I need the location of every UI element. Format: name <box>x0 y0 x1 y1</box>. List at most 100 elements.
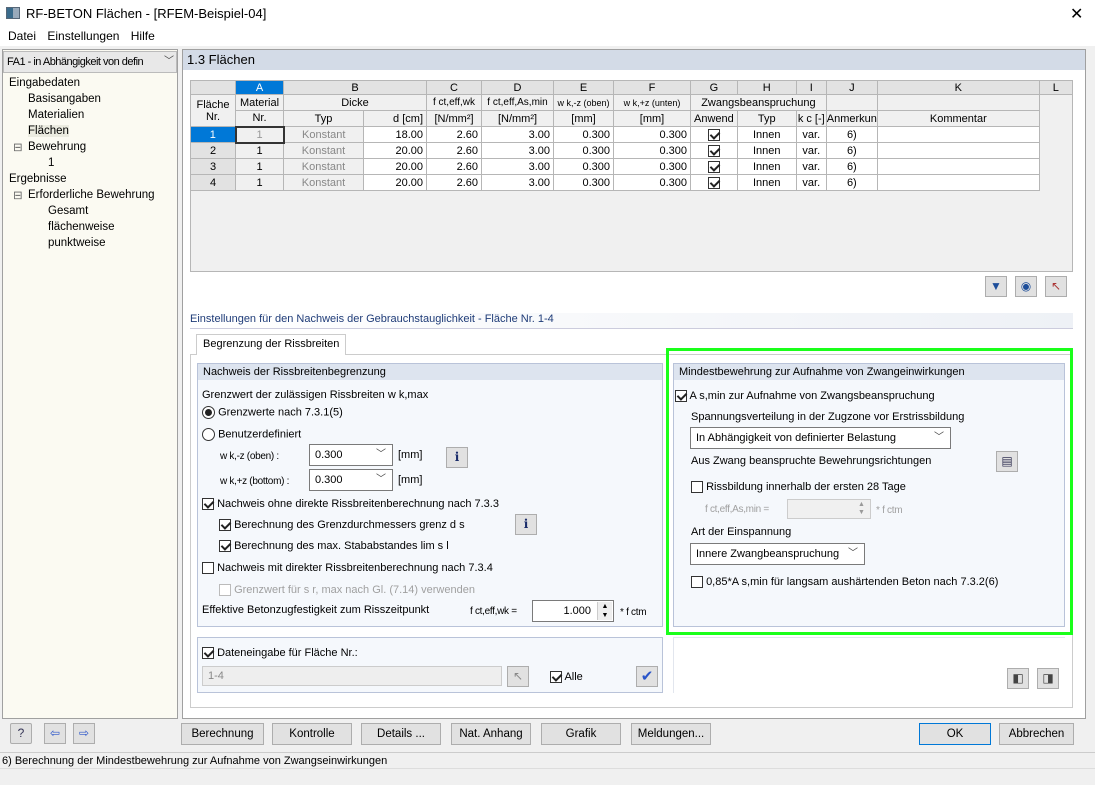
checkbox-icon[interactable] <box>691 576 703 589</box>
fct-eff-wk-cell[interactable]: 2.60 <box>426 158 482 175</box>
d-cell[interactable]: 20.00 <box>363 174 427 191</box>
anwend-cell[interactable] <box>690 158 738 175</box>
fct-eff-asmin-cell[interactable]: 3.00 <box>481 174 554 191</box>
spin-icon[interactable]: ▲ ▼ <box>597 602 612 620</box>
tree-eingabedaten[interactable]: Eingabedaten <box>9 77 80 89</box>
cb-28-tage[interactable]: Rissbildung innerhalb der ersten 28 Tage <box>691 481 906 494</box>
radio-icon[interactable] <box>202 428 215 441</box>
material-cell[interactable]: 1 <box>235 158 284 175</box>
ztyp-cell[interactable]: Innen <box>736 174 797 191</box>
table-row[interactable]: 4 1 Konstant 20.00 2.60 3.00 0.300 0.300 Innen va… <box>190 174 1073 191</box>
info-button[interactable]: i <box>515 514 537 535</box>
checkbox-icon[interactable] <box>707 176 720 189</box>
kommentar-cell[interactable] <box>876 142 1040 159</box>
checkbox-icon[interactable] <box>219 540 231 553</box>
col-letter[interactable]: G <box>690 80 738 95</box>
kc-cell[interactable]: var. <box>795 126 827 143</box>
row-number[interactable]: 2 <box>190 142 236 159</box>
table-row[interactable]: 1 1 Konstant 18.00 2.60 3.00 0.300 0.300 Innen va… <box>190 125 1073 144</box>
apply-check-button[interactable]: ✔ <box>636 666 658 687</box>
kc-cell[interactable]: var. <box>795 158 827 175</box>
help-icon[interactable]: ? <box>10 723 32 744</box>
wk-bottom-select[interactable]: 0.300 ﹀ <box>309 469 393 491</box>
wk-unten-cell[interactable]: 0.300 <box>613 142 691 159</box>
material-cell[interactable]: 1 <box>234 125 285 144</box>
kommentar-cell[interactable] <box>876 126 1040 143</box>
kc-cell[interactable]: var. <box>795 174 827 191</box>
collapse-icon[interactable]: ⊟ <box>13 190 23 202</box>
einspannung-select[interactable]: Innere Zwangbeanspruchung ﹀ <box>690 543 865 565</box>
checkbox-icon[interactable] <box>707 128 720 141</box>
typ-cell[interactable]: Konstant <box>283 142 364 159</box>
anwend-cell[interactable] <box>690 126 738 143</box>
nat-anhang-button[interactable]: Nat. Anhang <box>451 723 531 745</box>
info-button[interactable]: i <box>446 447 468 468</box>
checkbox-icon[interactable] <box>202 562 214 575</box>
d-cell[interactable]: 20.00 <box>363 158 427 175</box>
fct-eff-wk-cell[interactable]: 2.60 <box>426 174 482 191</box>
anwend-cell[interactable] <box>690 142 738 159</box>
fct-eff-asmin-cell[interactable]: 3.00 <box>481 142 554 159</box>
ok-button[interactable]: OK <box>919 723 991 745</box>
berechnung-button[interactable]: Berechnung <box>181 723 264 745</box>
d-cell[interactable]: 20.00 <box>363 142 427 159</box>
menu-hilfe[interactable]: Hilfe <box>130 29 155 43</box>
tree-basisangaben[interactable]: Basisangaben <box>28 93 101 105</box>
export-button[interactable]: ◨ <box>1037 668 1059 689</box>
checkbox-icon[interactable] <box>202 647 214 660</box>
cb-stababstand[interactable]: Berechnung des max. Stababstandes lim s … <box>219 540 449 553</box>
kommentar-cell[interactable] <box>876 158 1040 175</box>
col-letter[interactable]: A <box>235 80 284 95</box>
tree-bewehrung-1[interactable]: 1 <box>48 157 55 169</box>
cb-asmin[interactable]: A s,min zur Aufnahme von Zwangsbeanspruc… <box>675 390 935 403</box>
col-letter[interactable]: L <box>1038 80 1074 95</box>
typ-cell[interactable]: Konstant <box>283 126 364 143</box>
anmerkung-cell[interactable]: 6) <box>825 126 878 143</box>
menu-datei[interactable]: Datei <box>8 29 37 43</box>
radio-benutzerdefiniert[interactable]: Benutzerdefiniert <box>202 428 301 441</box>
checkbox-icon[interactable] <box>675 390 687 403</box>
wk-oben-select[interactable]: 0.300 ﹀ <box>309 444 393 466</box>
tree-materialien[interactable]: Materialien <box>28 109 85 121</box>
checkbox-icon[interactable] <box>707 144 720 157</box>
cb-085-asmin[interactable]: 0,85*A s,min für langsam aushärtenden Be… <box>691 576 998 589</box>
tree-flaechenweise[interactable]: flächenweise <box>48 221 115 233</box>
ztyp-cell[interactable]: Innen <box>736 142 797 159</box>
row-number[interactable]: 3 <box>190 158 236 175</box>
wk-oben-cell[interactable]: 0.300 <box>553 174 614 191</box>
filter-button[interactable]: ▼ <box>985 276 1007 297</box>
abbrechen-button[interactable]: Abbrechen <box>999 723 1074 745</box>
collapse-icon[interactable]: ⊟ <box>13 142 23 154</box>
col-letter[interactable]: I <box>795 80 827 95</box>
fct-eff-asmin-cell[interactable]: 3.00 <box>481 126 554 143</box>
import-button[interactable]: ◧ <box>1007 668 1029 689</box>
next-icon[interactable]: ⇨ <box>73 723 95 744</box>
wk-oben-cell[interactable]: 0.300 <box>553 158 614 175</box>
wk-unten-cell[interactable]: 0.300 <box>613 126 691 143</box>
wk-unten-cell[interactable]: 0.300 <box>613 174 691 191</box>
typ-cell[interactable]: Konstant <box>283 158 364 175</box>
col-letter[interactable]: C <box>426 80 482 95</box>
ztyp-cell[interactable]: Innen <box>736 158 797 175</box>
tree-erforderliche-bewehrung[interactable]: Erforderliche Bewehrung <box>28 189 155 201</box>
directions-button[interactable]: ▤ <box>996 451 1018 472</box>
wk-oben-cell[interactable]: 0.300 <box>553 142 614 159</box>
checkbox-icon[interactable] <box>707 160 720 173</box>
pick-button[interactable]: ↖ <box>1045 276 1067 297</box>
col-letter[interactable]: K <box>876 80 1040 95</box>
cb-mit-direkter[interactable]: Nachweis mit direkter Rissbreitenberechn… <box>202 562 493 575</box>
radio-icon[interactable] <box>202 406 215 419</box>
previous-icon[interactable]: ⇦ <box>44 723 66 744</box>
tree-flaechen[interactable]: Flächen <box>28 125 69 137</box>
col-letter[interactable]: F <box>613 80 691 95</box>
tab-begrenzung-der-rissbreiten[interactable]: Begrenzung der Rissbreiten <box>196 334 347 355</box>
material-cell[interactable]: 1 <box>235 174 284 191</box>
grafik-button[interactable]: Grafik <box>541 723 621 745</box>
cb-dateneingabe[interactable]: Dateneingabe für Fläche Nr.: <box>202 647 358 660</box>
col-letter[interactable]: D <box>481 80 554 95</box>
spannung-select[interactable]: In Abhängigkeit von definierter Belastun… <box>690 427 951 449</box>
material-cell[interactable]: 1 <box>235 142 284 159</box>
anwend-cell[interactable] <box>690 174 738 191</box>
meldungen-button[interactable]: Meldungen... <box>631 723 711 745</box>
table-row[interactable]: 3 1 Konstant 20.00 2.60 3.00 0.300 0.300 Innen va… <box>190 158 1073 175</box>
